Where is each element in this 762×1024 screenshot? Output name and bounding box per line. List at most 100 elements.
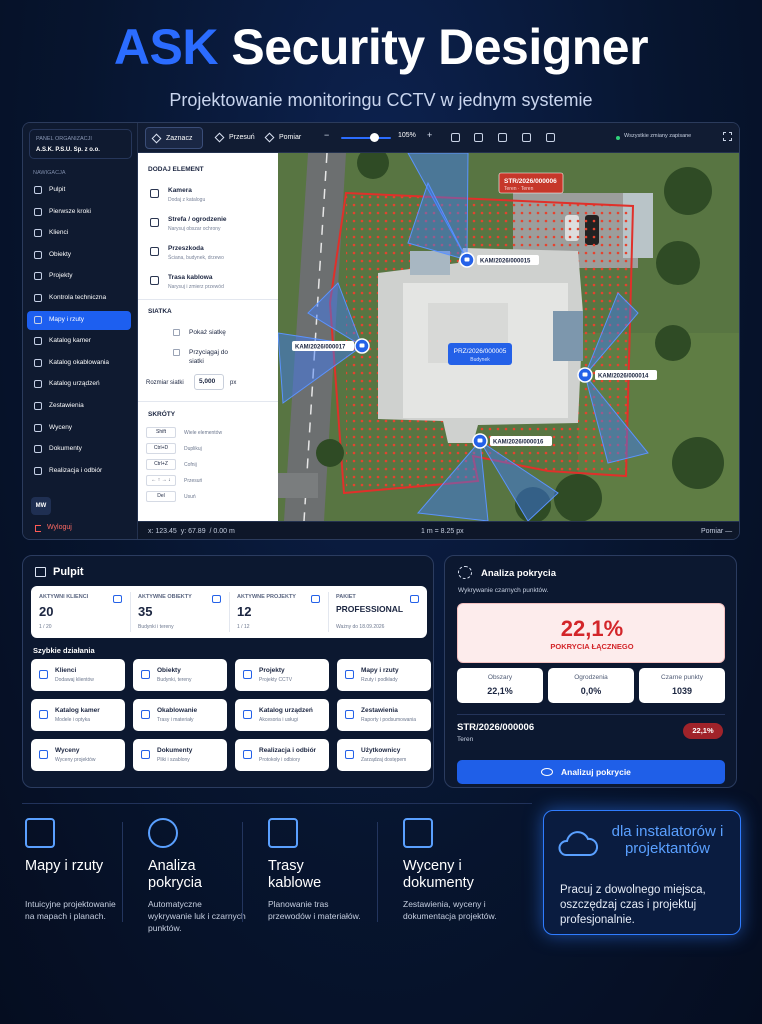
nav-text: Dokumenty (49, 445, 82, 453)
toolbar-icon[interactable] (498, 133, 507, 142)
shortcut-key: Shift (146, 427, 176, 438)
nav-text: Katalog urządzeń (49, 380, 100, 388)
nav-item[interactable]: Obiekty (27, 246, 131, 265)
nav-item[interactable]: Zestawienia (27, 397, 131, 416)
element-desc: Ściana, budynek, drzewo (168, 255, 224, 261)
quick-action[interactable]: Wyceny Wyceny projektów (31, 739, 125, 771)
element-item[interactable]: Strefa / ogrodzenie Narysuj obszar ochron… (144, 214, 272, 240)
coverage-total-label: POKRYCIA ŁĄCZNEGO (550, 642, 634, 651)
fullscreen[interactable] (723, 132, 732, 141)
toolbar-icon[interactable] (451, 133, 460, 142)
tool-icon (264, 132, 275, 143)
panel-heading: SIATKA (148, 308, 172, 315)
quick-action[interactable]: Mapy i rzuty Rzuty i podkłady (337, 659, 431, 691)
quick-action[interactable]: Projekty Projekty CCTV (235, 659, 329, 691)
card-subtitle: Wykrywanie czarnych punktów. (458, 587, 549, 594)
camera-icon (582, 372, 588, 377)
element-item[interactable]: Kamera Dodaj z katalogu (144, 185, 272, 211)
quick-name: Projekty (259, 667, 285, 674)
quick-icon (345, 670, 354, 679)
building-label-box (448, 343, 512, 365)
nav-item[interactable]: Wyceny (27, 419, 131, 438)
nav-item[interactable]: Katalog urządzeń (27, 375, 131, 394)
nav-text: Kontrola techniczna (49, 294, 107, 301)
quick-action[interactable]: Katalog kamer Modele i optyka (31, 699, 125, 731)
quick-action[interactable]: Katalog urządzeń Akcesoria i usługi (235, 699, 329, 731)
nav-icon (34, 250, 42, 259)
tool-button[interactable]: Pomiar (259, 127, 303, 149)
quick-name: Realizacja i odbiór (259, 747, 317, 754)
coverage-card: Analiza pokrycia Wykrywanie czarnych punk… (444, 555, 737, 788)
toolbar-icon[interactable] (474, 133, 483, 142)
stat-sub: Ważny do 18.09.2026 (336, 624, 385, 630)
quick-action[interactable]: Okablowanie Trasy i materiały (133, 699, 227, 731)
card-icon (458, 566, 472, 579)
nav-icon (34, 445, 42, 454)
checkbox[interactable] (173, 349, 180, 356)
quick-icon (243, 750, 252, 759)
stat-divider (130, 592, 131, 632)
tool-button[interactable]: Przesuń (209, 127, 255, 149)
grid-size-input[interactable]: 5,000 (194, 374, 224, 390)
toolbar-icon[interactable] (522, 133, 531, 142)
save-status: Wszystkie zmiany zapisane (624, 133, 692, 139)
stat-label: AKTYWNE PROJEKTY (237, 594, 296, 600)
analyze-button[interactable]: Analizuj pokrycie (457, 760, 725, 784)
stat-divider (229, 592, 230, 632)
nav-item[interactable]: Realizacja i odbiór (27, 462, 131, 481)
nav-item[interactable]: Kontrola techniczna (27, 289, 131, 308)
feature-desc: Planowanie tras przewodów i materiałów. (268, 899, 361, 921)
checkbox-label: Przyciągaj do siatki (189, 349, 229, 365)
nav-label: NAWIGACJA (33, 170, 66, 176)
logout[interactable]: Wyloguj (47, 524, 72, 531)
nav-item[interactable]: Pulpit (27, 181, 131, 200)
nav-item[interactable]: Klienci (27, 224, 131, 243)
nav-item[interactable]: Mapy i rzuty (27, 310, 131, 330)
element-item[interactable]: Przeszkoda Ściana, budynek, drzewo (144, 243, 272, 269)
quick-desc: Pliki i szablony (157, 757, 190, 763)
nav-icon (34, 423, 42, 432)
feature-divider (377, 822, 378, 922)
feature-desc: Zestawienia, wyceny i dokumentacja proje… (403, 899, 497, 921)
building-sublabel: Budynek (470, 357, 490, 363)
nav-text: Pulpit (49, 186, 66, 193)
quick-action[interactable]: Realizacja i odbiór Protokoły i odbiory (235, 739, 329, 771)
metric-value: 22,1% (487, 686, 513, 696)
nav-icon (34, 229, 42, 238)
quick-action[interactable]: Klienci Dodawaj klientów (31, 659, 125, 691)
quick-action[interactable]: Użytkownicy Zarządzaj dostępem (337, 739, 431, 771)
nav-item[interactable]: Dokumenty (27, 440, 131, 459)
element-icon (150, 276, 159, 285)
nav-item[interactable]: Katalog okablowania (27, 354, 131, 373)
zoom-thumb[interactable] (370, 133, 379, 142)
quick-desc: Budynki, tereny (157, 677, 192, 683)
separator (138, 401, 278, 402)
zoom-out[interactable]: − (324, 130, 330, 140)
metric-box: Obszary 22,1% (457, 668, 543, 703)
quick-desc: Akcesoria i usługi (259, 717, 298, 723)
quick-name: Katalog kamer (55, 707, 100, 714)
nav-item[interactable]: Katalog kamer (27, 332, 131, 351)
element-item[interactable]: Trasa kablowa Narysuj i zmierz przewód (144, 272, 272, 298)
quick-action[interactable]: Dokumenty Pliki i szablony (133, 739, 227, 771)
stat-icon (212, 595, 221, 603)
status-bar: x: 123.45 y: 67.89 / 0.00 m 1 m = 8.25 px… (138, 521, 739, 539)
tool-label: Pomiar (279, 134, 302, 141)
nav-item[interactable]: Pierwsze kroki (27, 203, 131, 222)
nav-icon (34, 358, 42, 367)
quick-action[interactable]: Obiekty Budynki, tereny (133, 659, 227, 691)
tool-button[interactable]: Zaznacz (145, 127, 203, 149)
quick-name: Zestawienia (361, 707, 398, 714)
nav-item[interactable]: Projekty (27, 267, 131, 286)
quick-action[interactable]: Zestawienia Raporty i podsumowania (337, 699, 431, 731)
checkbox[interactable] (173, 329, 180, 336)
metric-value: 1039 (671, 686, 693, 696)
nav-icon (34, 315, 42, 324)
status-dot (616, 136, 620, 140)
nav-text: Katalog kamer (49, 337, 91, 345)
zoom-in[interactable]: + (427, 130, 433, 140)
tool-label: Zaznacz (166, 135, 193, 142)
toolbar-icon[interactable] (546, 133, 555, 142)
camera-label-box (477, 255, 539, 265)
